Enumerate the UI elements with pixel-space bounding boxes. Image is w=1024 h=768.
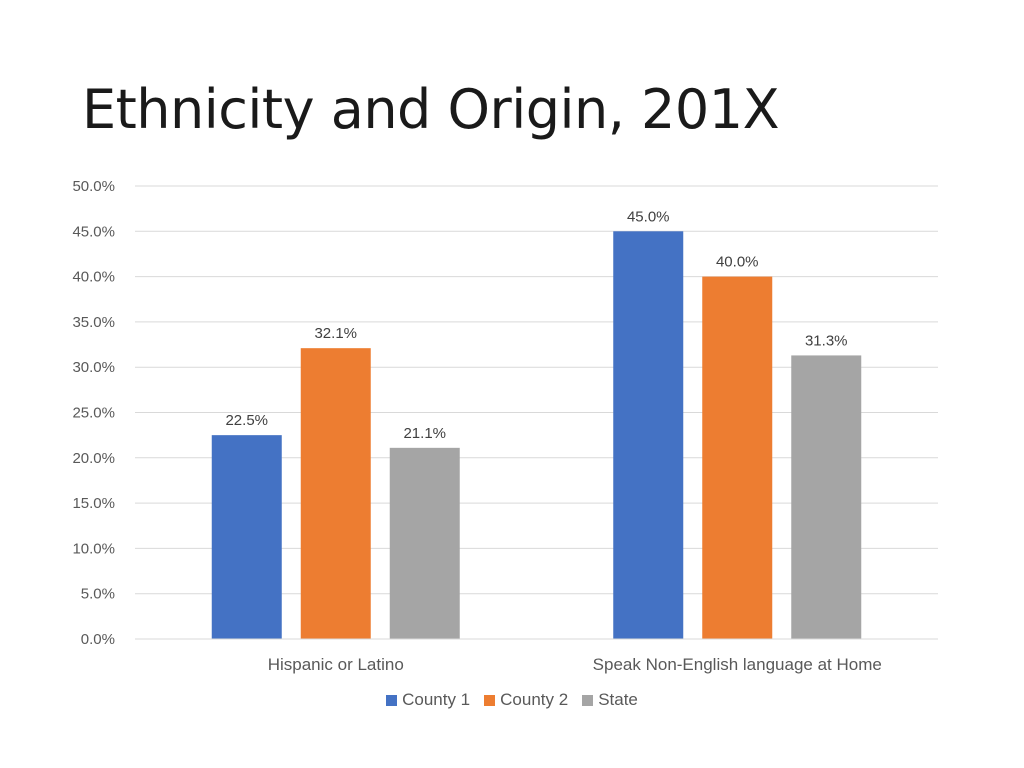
y-tick-label: 25.0%: [72, 405, 115, 422]
legend-label: County 2: [500, 690, 569, 709]
legend-label: State: [598, 690, 638, 709]
y-tick-label: 45.0%: [72, 223, 115, 240]
legend-item: County 1: [386, 690, 470, 710]
y-tick-label: 0.0%: [81, 631, 115, 648]
data-label: 40.0%: [716, 254, 759, 271]
y-tick-label: 50.0%: [72, 178, 115, 195]
bars: 22.5% 32.1% 21.1% 45.0% 40.0% 31.3%: [211, 208, 862, 640]
y-tick-label: 5.0%: [81, 586, 115, 603]
bar: [613, 231, 684, 640]
x-category-label: Hispanic or Latino: [268, 655, 404, 674]
legend-swatch: [386, 694, 398, 706]
y-axis: 0.0% 5.0% 10.0% 15.0% 20.0% 25.0% 30.0% 35.0% 40…: [72, 178, 115, 648]
y-tick-label: 35.0%: [72, 314, 115, 331]
y-tick-label: 10.0%: [72, 540, 115, 557]
legend-item: County 2: [484, 690, 568, 710]
bar: [702, 276, 773, 639]
legend-item: State: [582, 690, 638, 710]
y-tick-label: 20.0%: [72, 450, 115, 467]
slide-title: Ethnicity and Origin, 201X: [82, 78, 780, 141]
y-tick-label: 30.0%: [72, 359, 115, 376]
legend-swatch: [582, 694, 594, 706]
x-category-label: Speak Non-English language at Home: [593, 655, 882, 674]
data-label: 32.1%: [314, 325, 357, 342]
legend: County 1 County 2 State: [0, 690, 1024, 710]
x-axis: Hispanic or Latino Speak Non-English lang…: [135, 638, 938, 674]
bar: [211, 435, 282, 639]
bar: [791, 355, 862, 639]
bar: [300, 348, 371, 639]
legend-swatch: [484, 694, 496, 706]
y-tick-label: 15.0%: [72, 495, 115, 512]
data-label: 45.0%: [627, 208, 670, 225]
data-label: 21.1%: [403, 425, 446, 442]
bar: [389, 447, 460, 639]
y-tick-label: 40.0%: [72, 269, 115, 286]
data-label: 31.3%: [805, 332, 848, 349]
legend-label: County 1: [402, 690, 471, 709]
data-label: 22.5%: [225, 412, 268, 429]
